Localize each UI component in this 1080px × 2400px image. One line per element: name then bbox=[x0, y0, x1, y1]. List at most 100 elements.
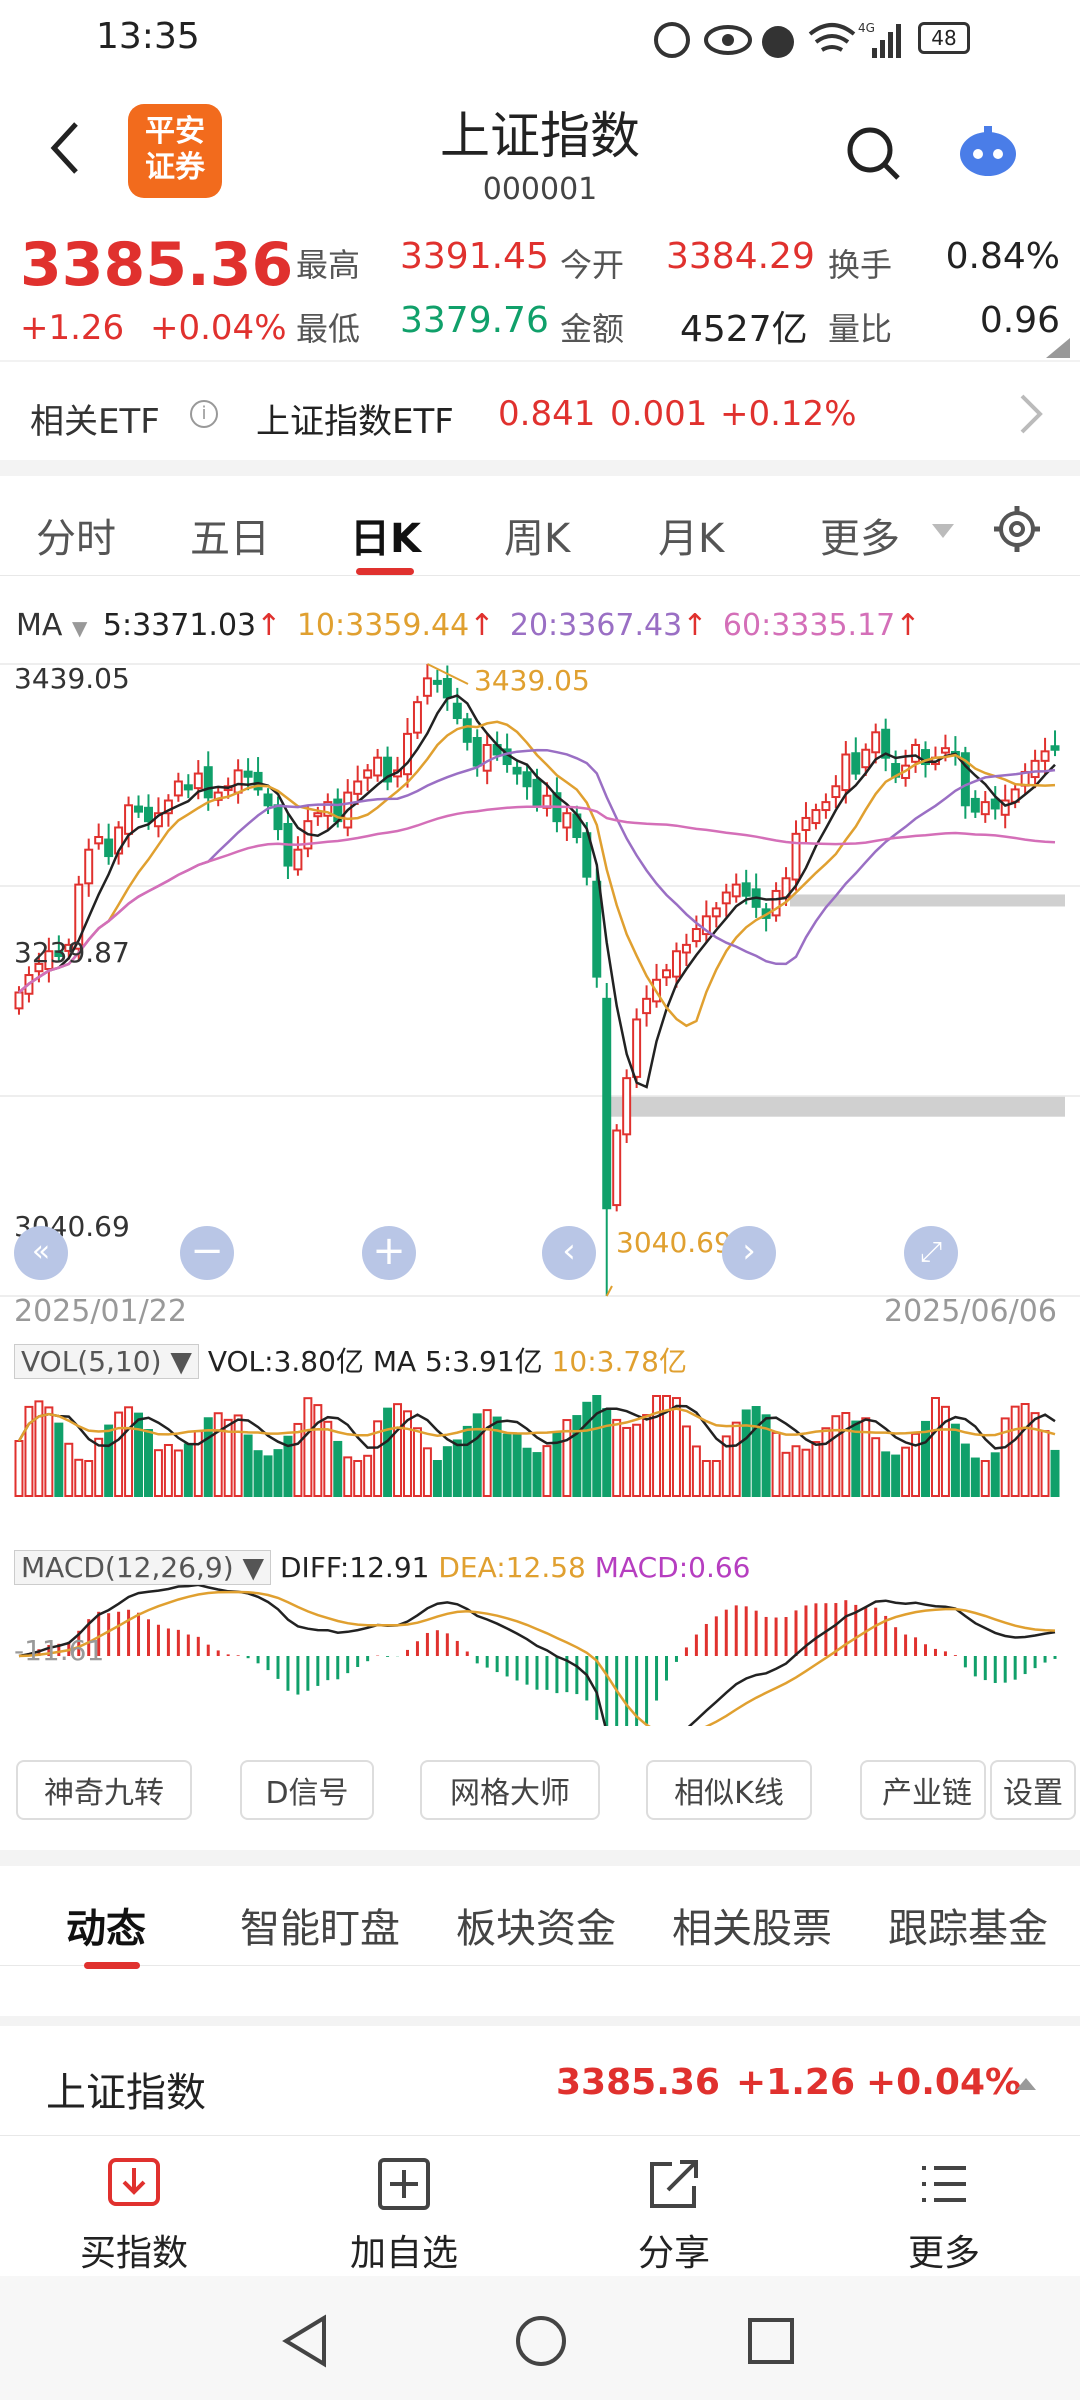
kline-svg[interactable] bbox=[0, 656, 1080, 1726]
gear-icon[interactable] bbox=[992, 504, 1042, 554]
scroll-left-button[interactable]: ‹ bbox=[542, 1226, 596, 1280]
volume-bar bbox=[721, 1435, 731, 1497]
support-band bbox=[610, 1096, 1065, 1117]
caret-down-icon[interactable]: ▼ bbox=[71, 616, 88, 640]
candle-body bbox=[203, 766, 213, 799]
high-label: 最高 bbox=[296, 246, 361, 284]
volume-bar bbox=[343, 1456, 353, 1498]
ma60-value: 60:3335.17 bbox=[722, 608, 896, 643]
tool-similar-kline[interactable]: 相似K线 bbox=[646, 1760, 812, 1820]
nav-home-icon[interactable] bbox=[514, 2314, 568, 2368]
robot-assistant-icon[interactable] bbox=[956, 124, 1020, 180]
tab-dynamics[interactable]: 动态 bbox=[66, 1906, 146, 1952]
candle-body bbox=[44, 950, 54, 971]
volume-bar bbox=[44, 1406, 54, 1497]
tool-magic-nine[interactable]: 神奇九转 bbox=[16, 1760, 192, 1820]
volume-bar bbox=[891, 1454, 901, 1497]
add-watchlist-button[interactable]: 加自选 bbox=[304, 2136, 504, 2276]
candle-body bbox=[422, 677, 432, 697]
macd-indicator-selector[interactable]: MACD(12,26,9) ▼ bbox=[14, 1550, 272, 1585]
candle-body bbox=[671, 950, 681, 978]
volume-bar bbox=[193, 1430, 203, 1497]
volume-bar bbox=[452, 1439, 462, 1497]
volume-bar bbox=[1020, 1403, 1030, 1497]
volume-bar bbox=[114, 1411, 124, 1497]
candle-body bbox=[881, 728, 891, 759]
volume-bar bbox=[223, 1418, 233, 1497]
stock-code: 000001 bbox=[482, 172, 598, 207]
candle-body bbox=[472, 737, 482, 767]
tab-intraday[interactable]: 分时 bbox=[36, 516, 116, 562]
tab-tracking-funds[interactable]: 跟踪基金 bbox=[888, 1906, 1048, 1952]
volume-bar bbox=[881, 1451, 891, 1498]
active-tab-indicator bbox=[84, 1962, 140, 1969]
tab-more[interactable]: 更多 bbox=[820, 516, 900, 562]
vol-indicator-selector[interactable]: VOL(5,10) ▼ bbox=[14, 1344, 199, 1379]
volume-bar bbox=[313, 1404, 323, 1498]
volume-bar bbox=[861, 1417, 871, 1498]
nav-back-icon[interactable] bbox=[280, 2314, 330, 2368]
tab-related-stocks[interactable]: 相关股票 bbox=[672, 1906, 832, 1952]
volume-bar bbox=[1030, 1412, 1040, 1498]
candle-body bbox=[831, 785, 841, 799]
candle-body bbox=[143, 806, 153, 823]
tab-smart-watch[interactable]: 智能盯盘 bbox=[240, 1906, 400, 1952]
volume-bar bbox=[562, 1419, 572, 1498]
candle-body bbox=[163, 799, 173, 815]
share-button[interactable]: 分享 bbox=[574, 2136, 774, 2276]
candle-body bbox=[84, 848, 94, 885]
fullscreen-button[interactable]: ⤢ bbox=[904, 1226, 958, 1280]
bottom-action-bar: 买指数 加自选 分享 更多 bbox=[0, 2136, 1080, 2276]
buy-index-button[interactable]: 买指数 bbox=[34, 2136, 234, 2276]
volume-bar bbox=[940, 1405, 950, 1498]
tab-five-day[interactable]: 五日 bbox=[190, 516, 270, 562]
volume-bar bbox=[662, 1395, 671, 1497]
scroll-start-button[interactable]: « bbox=[14, 1226, 68, 1280]
volume-bar bbox=[701, 1460, 711, 1497]
macd-diff-line bbox=[18, 1583, 1056, 1726]
volume-bar bbox=[970, 1457, 980, 1497]
volume-bar bbox=[34, 1400, 44, 1498]
vol-ma5-line bbox=[17, 1404, 1056, 1450]
signal-icon bbox=[896, 24, 901, 58]
volume-bar bbox=[14, 1440, 24, 1497]
tab-weekly-k[interactable]: 周K bbox=[504, 516, 571, 562]
scroll-right-button[interactable]: › bbox=[722, 1226, 776, 1280]
candle-body bbox=[104, 838, 114, 858]
info-icon[interactable]: i bbox=[190, 400, 218, 428]
volume-bar bbox=[442, 1446, 452, 1497]
volume-bar bbox=[681, 1425, 691, 1497]
caret-up-icon[interactable] bbox=[1014, 2076, 1038, 2092]
volume-bar bbox=[54, 1422, 64, 1498]
wifi-icon bbox=[808, 23, 856, 52]
search-icon[interactable] bbox=[844, 124, 904, 184]
tool-grid-master[interactable]: 网格大师 bbox=[420, 1760, 600, 1820]
candle-body bbox=[681, 943, 691, 954]
candle-body bbox=[851, 752, 861, 775]
volume-bar bbox=[831, 1415, 841, 1498]
expand-corner-icon[interactable] bbox=[1046, 338, 1070, 358]
volume-bar bbox=[602, 1408, 612, 1498]
tool-settings[interactable]: 设置 bbox=[990, 1760, 1076, 1820]
high-value: 3391.45 bbox=[400, 236, 549, 277]
status-bar: 13:35 4G 48 bbox=[0, 0, 1080, 80]
index-summary-row[interactable]: 上证指数 3385.36 +1.26 +0.04% bbox=[0, 2026, 1080, 2136]
zoom-in-button[interactable]: + bbox=[362, 1226, 416, 1280]
tab-sector-funds[interactable]: 板块资金 bbox=[456, 1906, 616, 1952]
nav-recents-icon[interactable] bbox=[746, 2316, 796, 2366]
zoom-out-button[interactable]: − bbox=[180, 1226, 234, 1280]
tool-d-signal[interactable]: D信号 bbox=[240, 1760, 374, 1820]
volume-bar bbox=[243, 1434, 253, 1497]
tab-daily-k[interactable]: 日K bbox=[350, 516, 421, 562]
volume-bar bbox=[671, 1397, 681, 1498]
more-button[interactable]: 更多 bbox=[844, 2136, 1044, 2276]
candle-body bbox=[293, 848, 303, 871]
candle-body bbox=[313, 812, 323, 818]
chevron-right-icon[interactable] bbox=[1016, 392, 1046, 436]
back-icon[interactable] bbox=[44, 118, 84, 178]
chevron-down-icon[interactable] bbox=[930, 522, 956, 540]
tab-monthly-k[interactable]: 月K bbox=[658, 516, 725, 562]
candle-body bbox=[940, 747, 950, 754]
related-etf-row[interactable]: 相关ETF i 上证指数ETF 0.841 0.001 +0.12% bbox=[0, 360, 1080, 460]
tool-industry-chain[interactable]: 产业链 bbox=[860, 1760, 986, 1820]
